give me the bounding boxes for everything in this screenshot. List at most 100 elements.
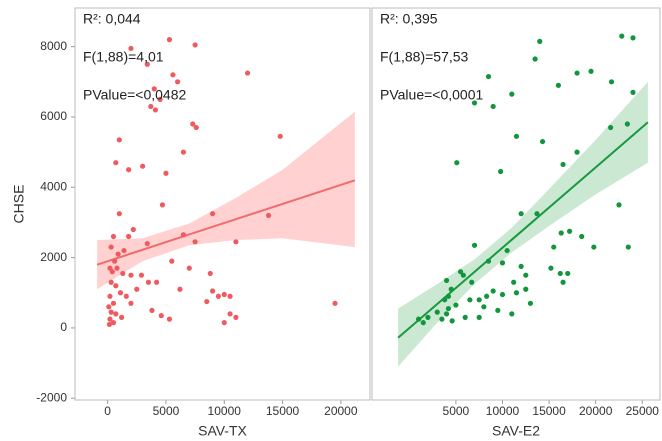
point: [192, 239, 198, 245]
point: [151, 86, 157, 92]
point: [608, 79, 615, 85]
point: [454, 160, 460, 166]
plot-frame: [74, 7, 371, 401]
point: [180, 232, 187, 238]
point: [128, 45, 134, 52]
point: [485, 73, 492, 80]
point: [233, 239, 239, 245]
fit-line: [96, 179, 356, 266]
annotation: R²: 0,044: [83, 11, 141, 27]
point: [527, 300, 534, 306]
point: [434, 309, 440, 315]
point: [116, 211, 122, 217]
annotation: PValue=<0,0482: [83, 87, 186, 103]
point: [116, 137, 122, 143]
point: [537, 38, 543, 44]
point: [555, 82, 562, 88]
point: [233, 314, 239, 320]
point: [209, 288, 216, 294]
point: [523, 286, 529, 292]
point: [113, 311, 119, 317]
point: [518, 263, 524, 270]
point: [134, 286, 140, 292]
point: [193, 124, 199, 131]
point: [513, 290, 520, 296]
point: [113, 160, 119, 166]
annotation: PValue=<0,0001: [380, 87, 483, 103]
y-tick-label: 0: [60, 320, 67, 334]
point: [148, 103, 154, 110]
point: [574, 149, 580, 155]
x-axis-label: SAV-E2: [492, 423, 540, 439]
point: [624, 121, 630, 127]
point: [471, 100, 478, 106]
point: [157, 96, 163, 103]
point: [445, 305, 452, 312]
point: [163, 170, 169, 176]
point: [170, 72, 176, 78]
point: [574, 70, 580, 76]
point: [110, 233, 117, 240]
point: [244, 70, 251, 76]
point: [128, 272, 134, 278]
point: [534, 211, 540, 217]
point: [565, 270, 571, 277]
point: [106, 304, 112, 310]
point: [579, 233, 585, 240]
y-tick-label: 4000: [40, 179, 67, 193]
point: [513, 133, 520, 139]
point: [120, 270, 126, 277]
point: [490, 103, 496, 110]
x-tick-label: 5000: [153, 404, 180, 418]
point: [126, 233, 132, 240]
confidence-band: [398, 81, 648, 367]
point: [192, 42, 198, 48]
point: [504, 247, 510, 254]
point: [511, 279, 517, 285]
plot-frame: [371, 7, 661, 401]
point: [180, 149, 187, 155]
point: [130, 226, 136, 233]
point: [476, 314, 482, 320]
point: [154, 279, 160, 285]
point: [416, 316, 422, 322]
point: [204, 298, 210, 305]
point: [558, 230, 564, 236]
x-axis-label: SAV-TX: [198, 423, 247, 439]
point: [207, 270, 213, 277]
point: [145, 279, 152, 285]
point: [107, 293, 113, 299]
point: [158, 313, 164, 319]
point: [112, 258, 118, 264]
point: [439, 316, 445, 322]
point: [498, 168, 504, 175]
point: [509, 311, 515, 317]
point: [144, 240, 150, 247]
point: [499, 260, 506, 266]
x-tick-label: 25000: [626, 404, 660, 418]
point: [166, 37, 173, 43]
point: [471, 242, 478, 248]
point: [560, 279, 566, 285]
point: [443, 311, 450, 317]
point: [588, 68, 594, 74]
point: [169, 258, 175, 264]
x-tick-label: 15000: [266, 404, 300, 418]
point: [476, 297, 482, 303]
point: [485, 258, 492, 264]
point: [115, 251, 121, 257]
point: [490, 288, 496, 294]
point: [630, 35, 636, 41]
point: [107, 316, 113, 322]
point: [453, 302, 459, 308]
x-tick-label: 15000: [532, 404, 566, 418]
point: [108, 279, 114, 285]
point: [215, 293, 222, 299]
point: [557, 270, 563, 277]
x-tick-label: 10000: [208, 404, 242, 418]
point: [117, 290, 124, 296]
point: [484, 293, 490, 299]
y-tick-label: 2000: [40, 250, 67, 264]
point: [551, 244, 557, 250]
